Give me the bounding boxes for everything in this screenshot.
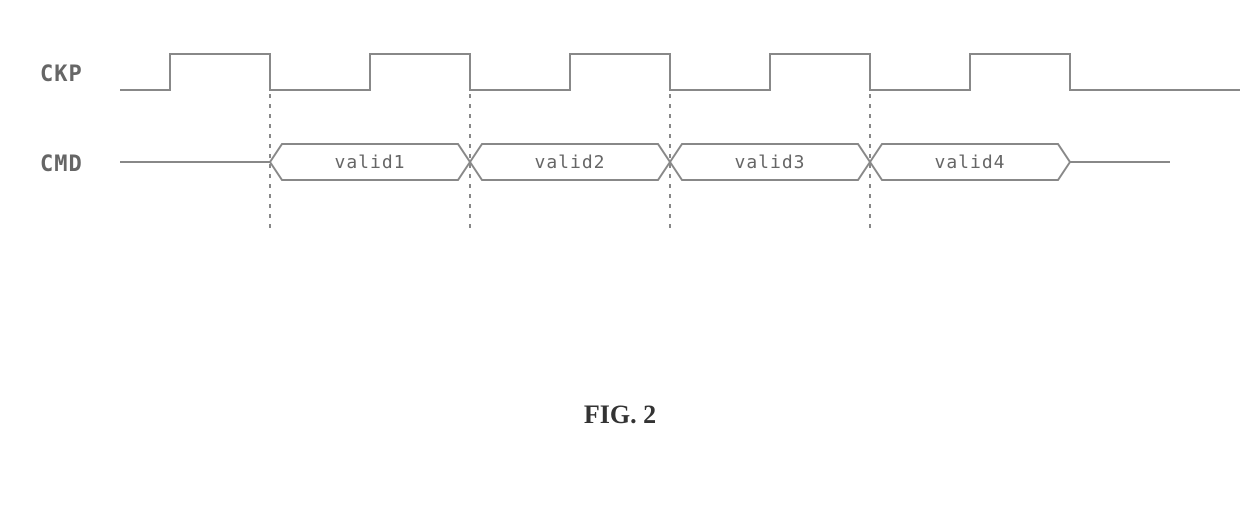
figure-caption: FIG. 2 [0,400,1240,430]
cmd-label: CMD [40,152,83,177]
guide-lines [120,50,1180,300]
ckp-label: CKP [40,62,83,87]
timing-diagram: CKP CMD valid1valid2valid3valid4 [40,50,1200,230]
